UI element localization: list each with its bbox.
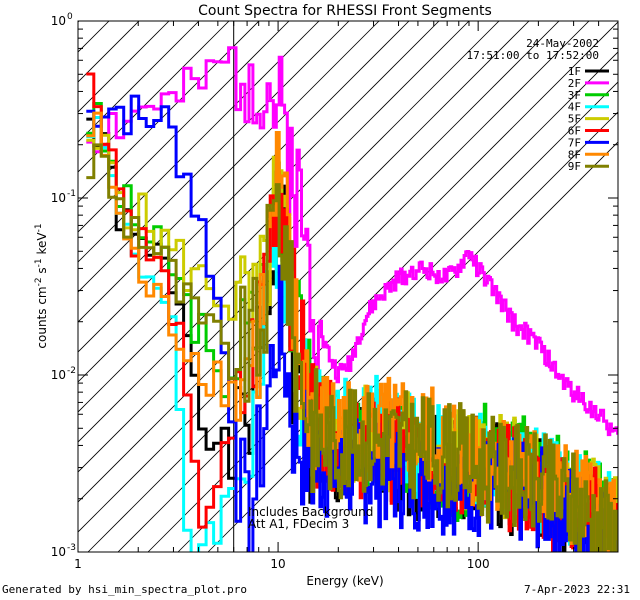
x-tick-label: 10 (270, 557, 285, 571)
x-tick-label: 100 (467, 557, 490, 571)
y-axis-label: counts cm-2 s-1 keV-1 (34, 223, 49, 348)
hatch-line (78, 21, 440, 383)
series-layer (86, 46, 618, 552)
series-9F-line (86, 143, 618, 552)
x-axis-label: Energy (keV) (306, 574, 383, 588)
plot-frame (77, 20, 619, 553)
legend-date: 24-May-2002 (526, 37, 599, 50)
hatch-line (78, 21, 470, 413)
series-2F-line (86, 46, 618, 437)
hatch-line (78, 21, 350, 293)
footer-timestamp: 7-Apr-2023 22:31 (524, 583, 630, 596)
y-tick-label: 10 (51, 545, 66, 559)
y-tick-exponent: -1 (67, 189, 76, 199)
y-tick-label: 10 (51, 191, 66, 205)
legend-time-range: 17:51:00 to 17:52:00 (467, 49, 599, 62)
x-tick-label: 1 (74, 557, 82, 571)
y-tick-exponent: -2 (67, 366, 76, 376)
hatch-line (78, 21, 260, 203)
y-tick-label: 10 (51, 368, 66, 382)
hatch-line (78, 21, 230, 173)
hatch-line (207, 141, 618, 552)
annotation-attenuator: Att A1, FDecim 3 (248, 517, 349, 531)
legend-label-1F: 1F (568, 65, 581, 78)
hatch-line (78, 21, 170, 113)
chart-title: Count Spectra for RHESSI Front Segments (198, 3, 492, 19)
legend-label-4F: 4F (568, 101, 581, 114)
legend-label-2F: 2F (568, 77, 581, 90)
series-7F-line (86, 94, 618, 552)
legend-label-3F: 3F (568, 89, 581, 102)
annotation-background: Includes Background (248, 505, 373, 519)
hatch-line (78, 21, 290, 233)
y-tick-exponent: 0 (67, 12, 73, 22)
legend-label-6F: 6F (568, 125, 581, 138)
hatch-line (78, 21, 380, 323)
hatch-line (78, 21, 410, 353)
hatch-line (78, 21, 110, 53)
hatch-line (78, 21, 80, 23)
y-tick-exponent: -3 (67, 543, 76, 553)
y-tick-label: 10 (51, 14, 66, 28)
hatch-line (87, 21, 618, 552)
legend-label-9F: 9F (568, 160, 581, 173)
hatch-line (78, 21, 590, 533)
generated-by-text: Generated by hsi_min_spectra_plot.pro (2, 583, 248, 596)
legend-label-7F: 7F (568, 136, 581, 149)
hatch-line (78, 21, 320, 263)
hatch-line (78, 21, 200, 143)
legend-label-8F: 8F (568, 148, 581, 161)
hatch-line (78, 21, 560, 503)
legend-label-5F: 5F (568, 113, 581, 126)
